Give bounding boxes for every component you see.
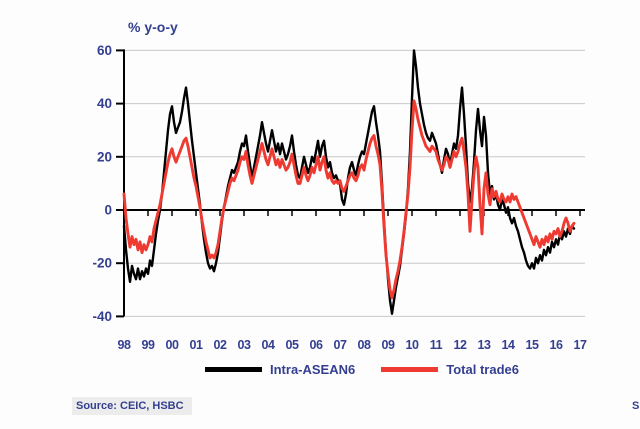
- y-tick-label: 0: [104, 203, 112, 218]
- y-tick-label: 20: [97, 149, 112, 164]
- y-tick-label: -20: [92, 256, 112, 271]
- x-tick-label: 05: [285, 338, 299, 352]
- x-tick-label: 02: [213, 338, 227, 352]
- clipped-neighbor-text-fragment: S: [632, 400, 640, 412]
- x-tick-label: 09: [381, 338, 395, 352]
- source-note: Source: CEIC, HSBC: [72, 397, 192, 415]
- series-line-total-trade6: [122, 99, 576, 300]
- x-tick-label: 12: [453, 338, 467, 352]
- x-tick-label: 11: [430, 338, 443, 352]
- x-tick-label: 17: [573, 338, 587, 352]
- x-tick-label: 15: [525, 338, 539, 352]
- x-tick-label: 14: [501, 338, 515, 352]
- x-tick-label: 03: [237, 338, 251, 352]
- x-tick-label: 07: [333, 338, 347, 352]
- y-tick-label: 40: [97, 96, 112, 111]
- x-tick-label: 06: [309, 338, 323, 352]
- x-tick-label: 99: [141, 338, 155, 352]
- legend-label: Intra-ASEAN6: [270, 362, 356, 377]
- y-tick-label: -40: [92, 309, 112, 324]
- y-axis-title: % y-o-y: [128, 19, 178, 35]
- x-tick-label: 10: [405, 338, 419, 352]
- x-tick-label: 01: [189, 338, 203, 352]
- legend-item: Intra-ASEAN6: [205, 362, 355, 377]
- y-tick-label: 60: [97, 43, 112, 58]
- x-tick-label: 13: [477, 338, 491, 352]
- x-tick-label: 08: [357, 338, 371, 352]
- x-tick-label: 00: [165, 338, 179, 352]
- legend-swatch: [381, 367, 439, 372]
- legend-swatch: [205, 367, 262, 372]
- x-tick-label: 04: [261, 338, 275, 352]
- x-tick-label: 16: [549, 338, 563, 352]
- legend-label: Total trade6: [446, 362, 519, 377]
- legend-item: Total trade6: [381, 362, 519, 377]
- x-tick-label: 98: [117, 338, 131, 352]
- legend: Intra-ASEAN6 Total trade6: [205, 362, 519, 377]
